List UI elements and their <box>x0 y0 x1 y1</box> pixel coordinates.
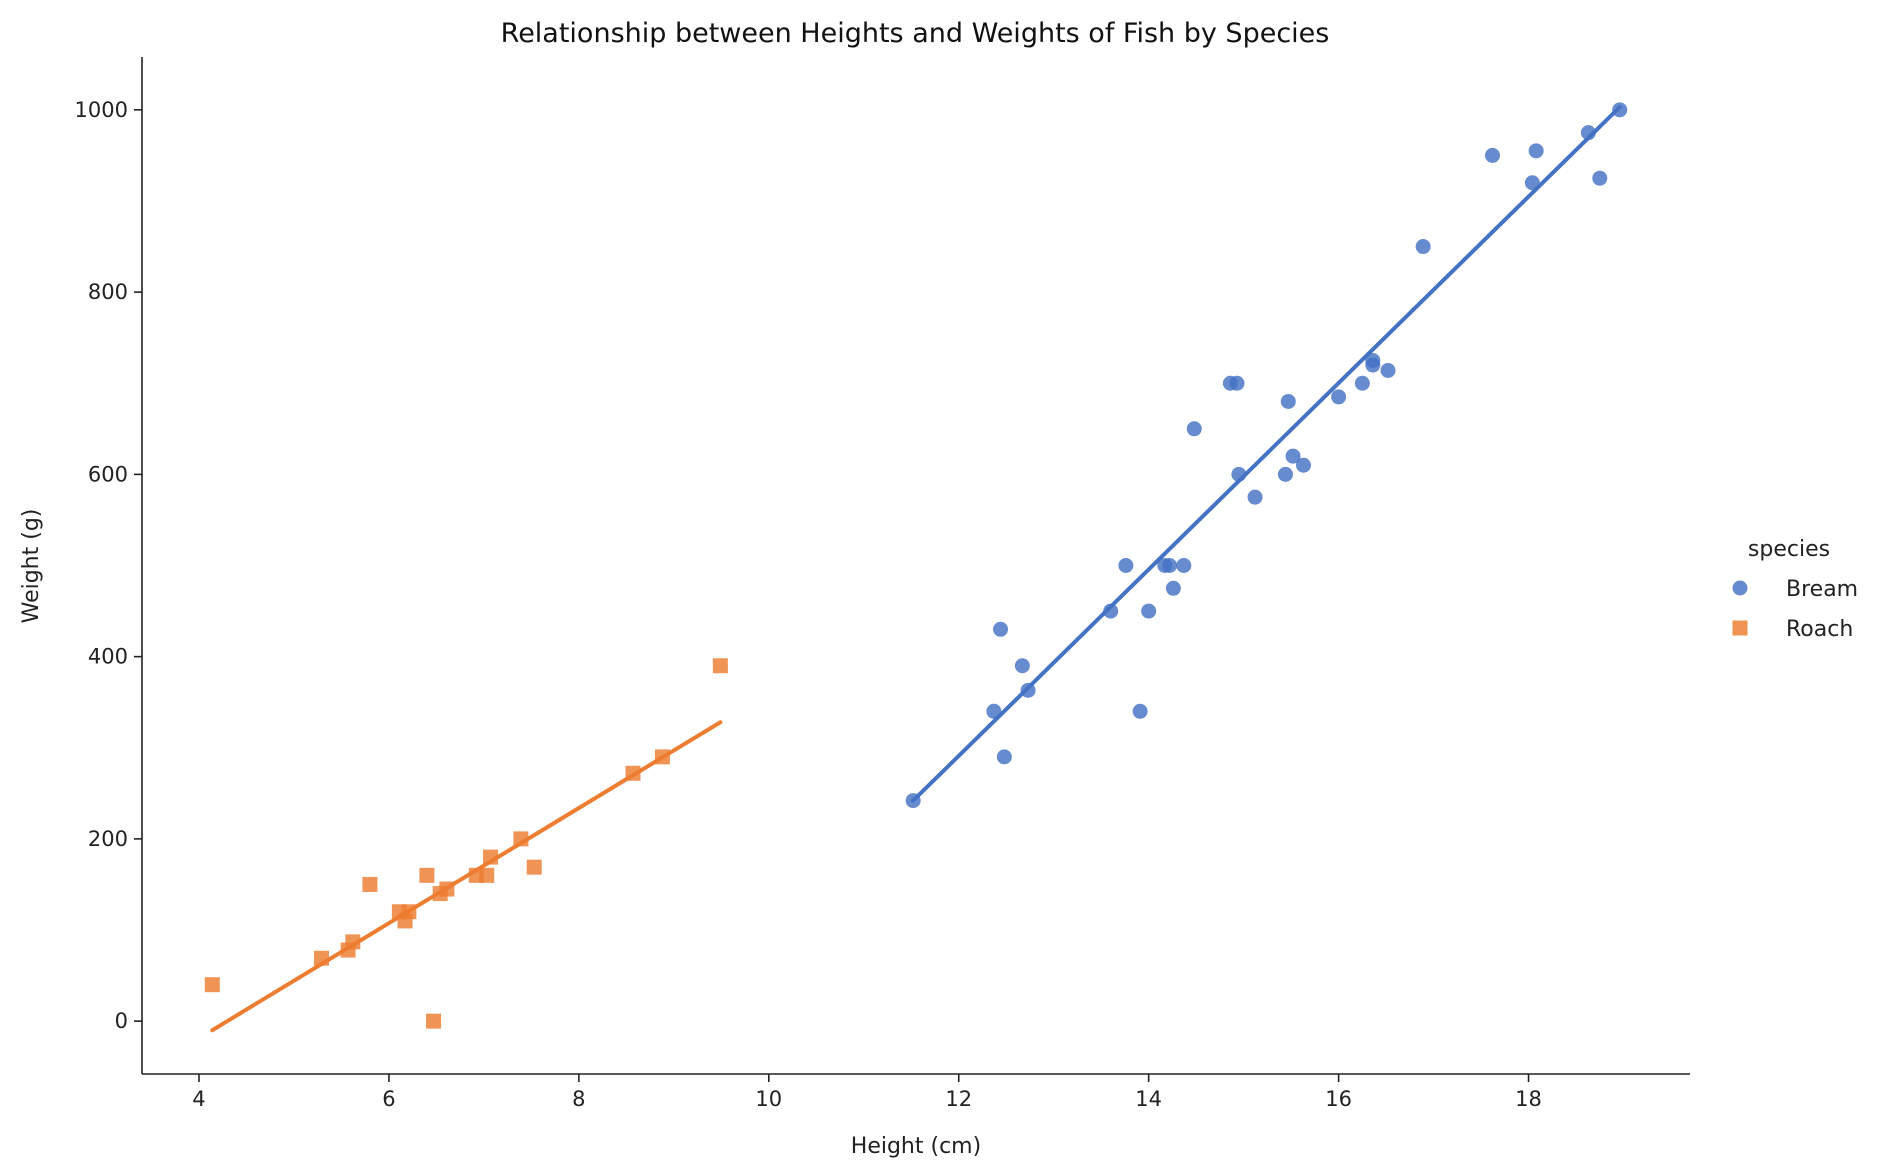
y-tick-label: 800 <box>88 280 128 304</box>
y-tick-label: 1000 <box>75 98 128 122</box>
bream-point <box>1277 466 1293 482</box>
roach-point <box>313 950 329 966</box>
x-tick-label: 14 <box>1135 1087 1162 1111</box>
bream-point <box>1165 580 1181 596</box>
bream-point <box>1524 175 1540 191</box>
y-tick-label: 0 <box>115 1009 128 1033</box>
x-axis-title: Height (cm) <box>851 1134 981 1159</box>
bream-point <box>1285 448 1301 464</box>
x-tick-label: 10 <box>755 1087 782 1111</box>
legend-label-roach: Roach <box>1786 617 1853 642</box>
bream-point <box>1612 102 1628 118</box>
bream-point <box>1162 558 1178 573</box>
roach-point <box>483 849 499 865</box>
regression-lines <box>210 105 1622 1033</box>
legend-marker-roach <box>1732 620 1748 636</box>
roach-point <box>401 904 417 920</box>
legend-label-bream: Bream <box>1786 577 1858 602</box>
x-tick-label: 6 <box>382 1087 395 1111</box>
bream-point <box>1103 603 1119 619</box>
roach-point <box>419 867 435 883</box>
roach-point <box>654 749 670 765</box>
y-axis-ticks: 0 200 400 600 800 1000 <box>75 98 142 1033</box>
roach-point <box>439 881 455 897</box>
bream-point <box>1247 489 1263 505</box>
bream-point <box>1280 393 1296 409</box>
bream-point <box>1380 362 1396 378</box>
bream-point <box>986 703 1002 719</box>
bream-point <box>1295 457 1311 473</box>
bream-point <box>1176 558 1192 573</box>
x-tick-label: 8 <box>572 1087 585 1111</box>
x-tick-label: 16 <box>1325 1087 1352 1111</box>
bream-point <box>1580 125 1596 141</box>
x-tick-label: 12 <box>945 1087 972 1111</box>
bream-point <box>1229 375 1245 391</box>
legend-items: Bream Roach <box>1732 577 1858 642</box>
roach-point <box>362 876 378 892</box>
bream-point <box>1484 147 1500 163</box>
bream-regression-line <box>911 105 1622 803</box>
bream-point <box>1365 357 1381 373</box>
bream-point <box>996 749 1012 765</box>
roach-point <box>479 867 495 883</box>
plot-area <box>204 102 1628 1033</box>
y-axis-title: Weight (g) <box>19 509 44 624</box>
bream-point <box>1141 603 1157 619</box>
roach-regression-line <box>210 720 723 1033</box>
chart-title: Relationship between Heights and Weights… <box>501 18 1330 49</box>
bream-point <box>1132 703 1148 719</box>
bream-point <box>993 621 1009 637</box>
y-tick-label: 200 <box>88 827 128 851</box>
roach-point <box>426 1013 442 1029</box>
bream-point <box>1020 682 1036 698</box>
bream-point <box>1331 389 1347 405</box>
bream-point <box>1014 658 1030 674</box>
bream-point <box>1415 239 1431 255</box>
bream-point <box>1528 143 1544 159</box>
roach-point <box>526 859 542 875</box>
bream-point <box>1186 421 1202 437</box>
x-axis-ticks: 4 6 8 10 12 14 16 18 <box>192 1074 1542 1111</box>
y-tick-label: 400 <box>88 645 128 669</box>
roach-point <box>712 658 728 674</box>
legend: species Bream Roach <box>1732 537 1858 642</box>
bream-point <box>1231 466 1247 482</box>
x-tick-label: 4 <box>192 1087 205 1111</box>
legend-title: species <box>1748 537 1830 562</box>
bream-point <box>1354 375 1370 391</box>
roach-point <box>513 831 529 847</box>
bream-point <box>1592 170 1608 186</box>
x-tick-label: 18 <box>1515 1087 1542 1111</box>
y-tick-label: 600 <box>88 462 128 486</box>
roach-point <box>625 765 641 781</box>
legend-marker-bream <box>1732 580 1748 596</box>
roach-point <box>204 977 220 993</box>
roach-point <box>345 934 361 950</box>
data-points <box>204 102 1628 1029</box>
bream-point <box>905 793 921 809</box>
bream-point <box>1118 558 1134 573</box>
